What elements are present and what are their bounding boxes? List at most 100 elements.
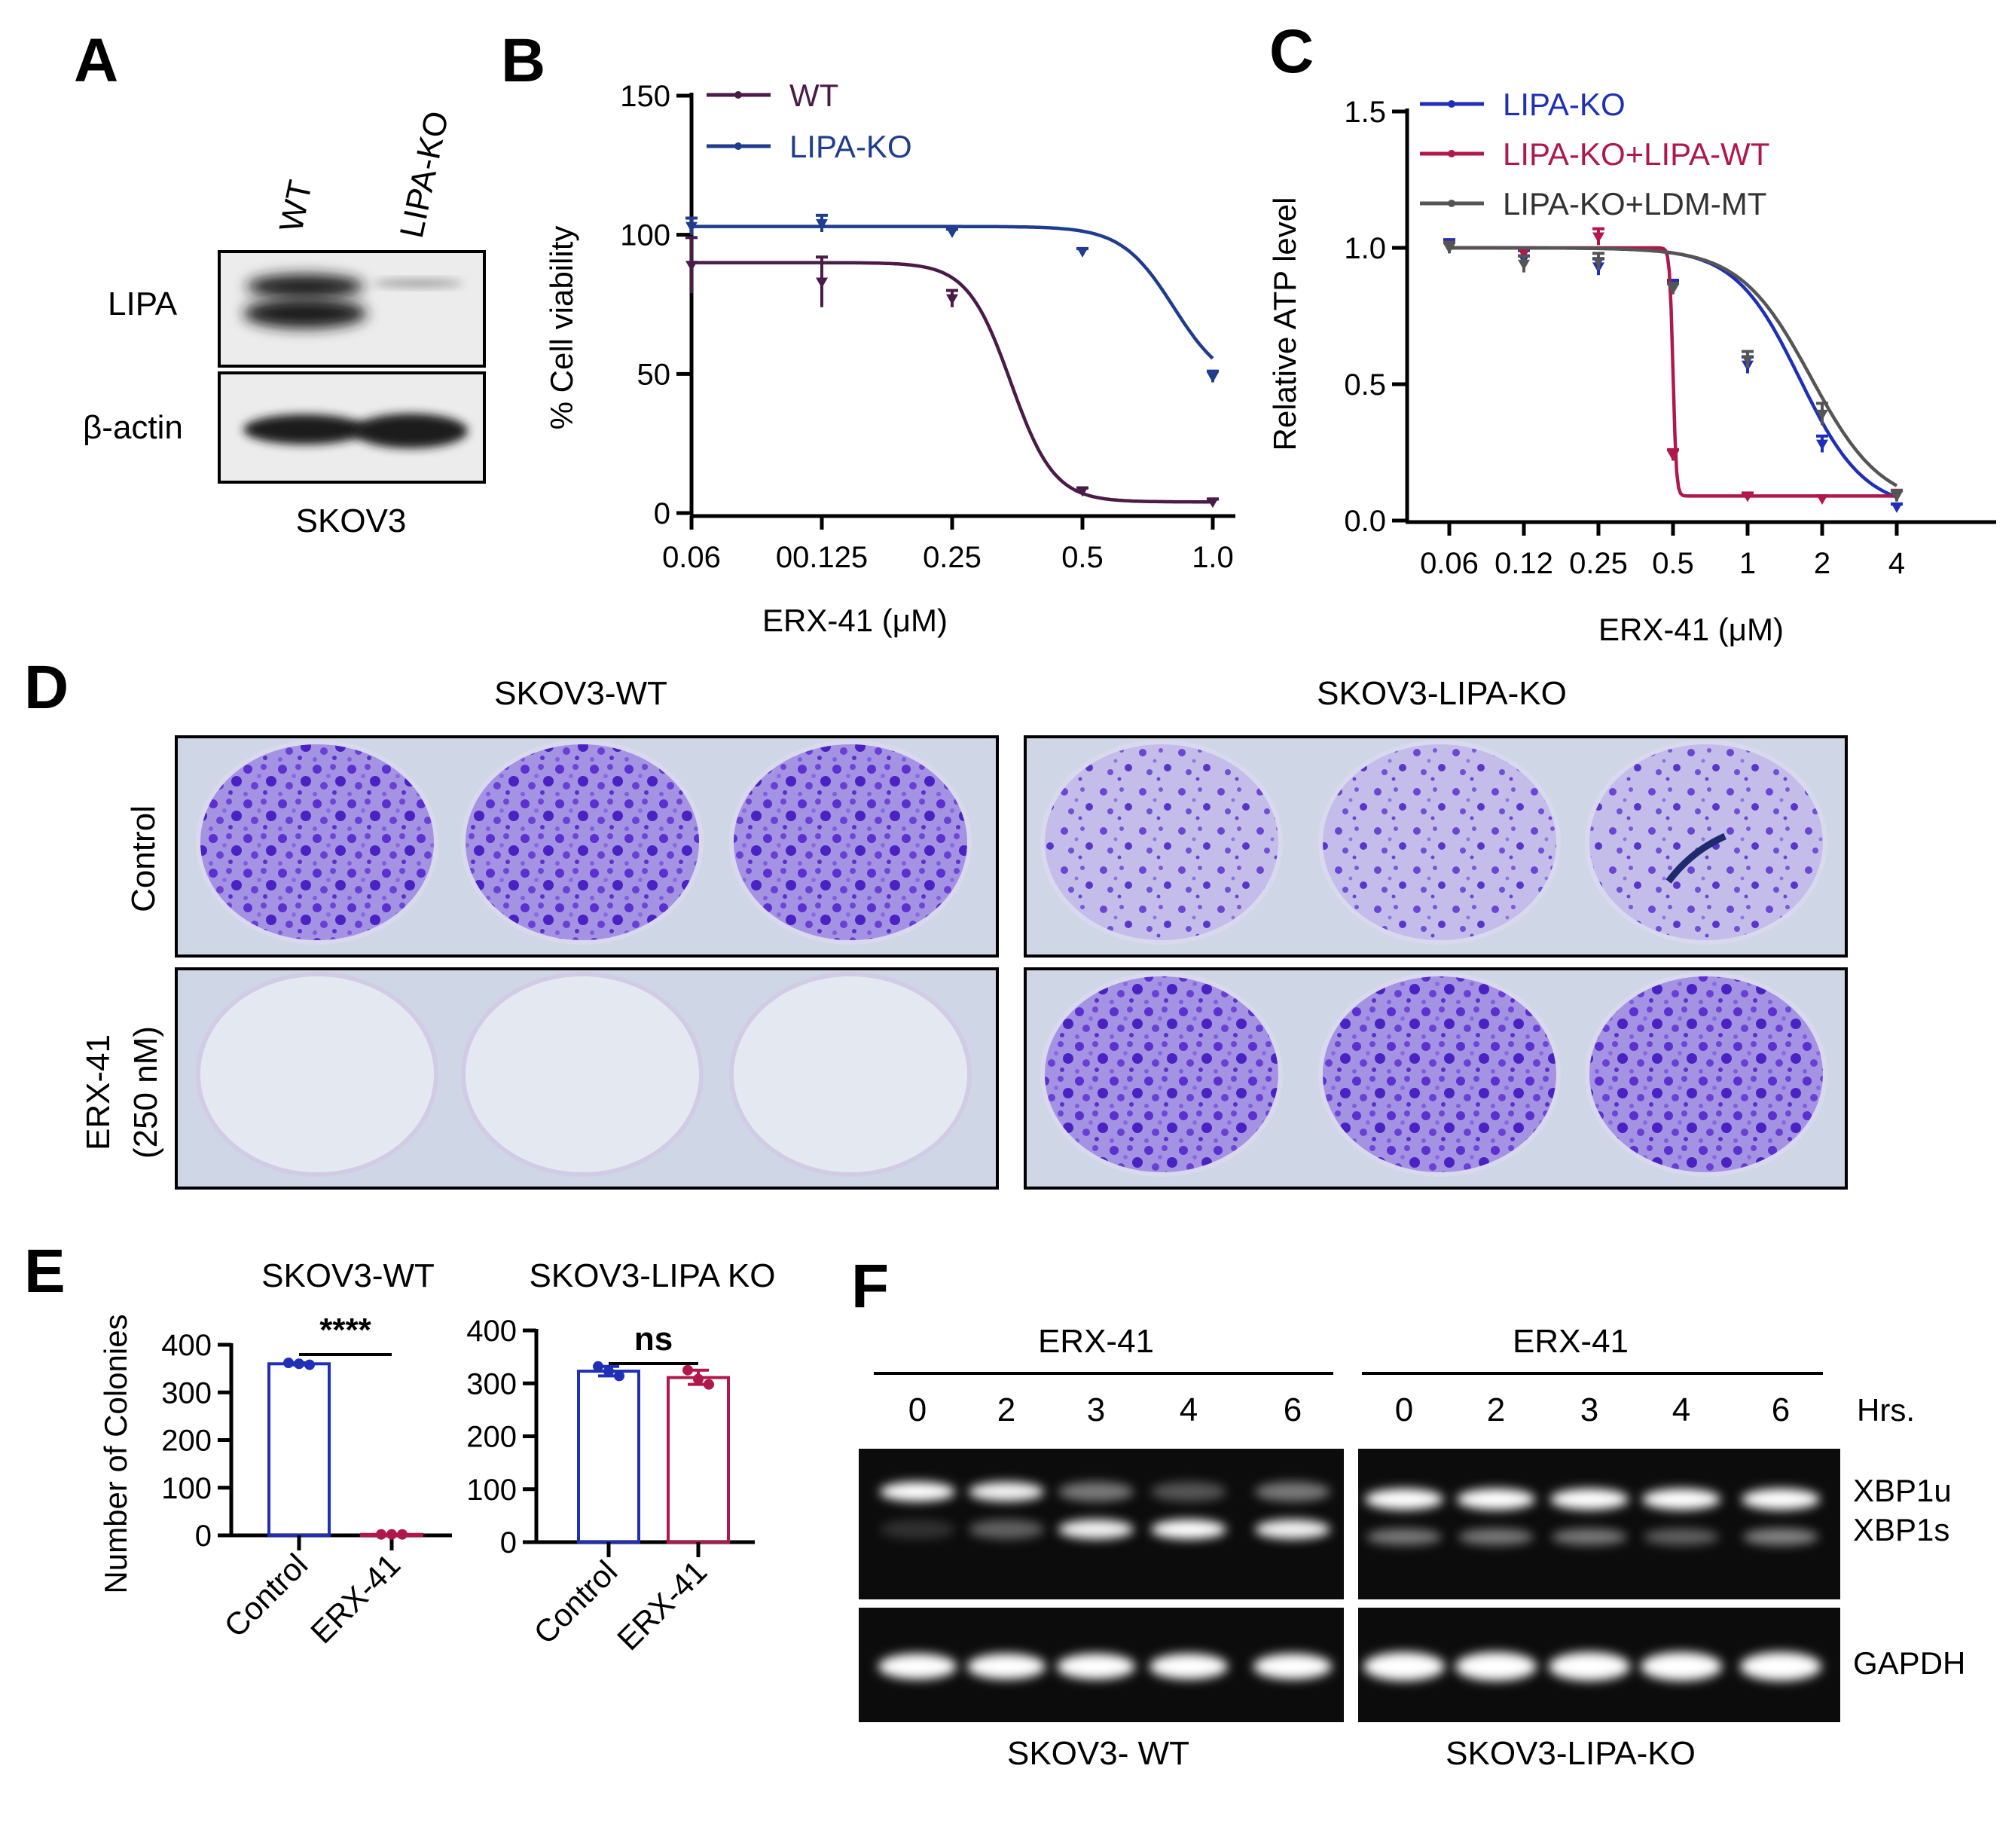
chart-E1-data-point xyxy=(304,1359,315,1370)
chart-E2-data-point xyxy=(614,1370,624,1382)
chart-B-x-tick-label: 00.125 xyxy=(776,541,868,574)
gel-band xyxy=(1365,1489,1443,1510)
chart-C-data-point xyxy=(1667,284,1679,295)
chart-C-x-tick-label: 0.06 xyxy=(1420,547,1479,580)
chart-E1-data-point xyxy=(376,1529,386,1540)
gel-band xyxy=(1458,1529,1534,1545)
chart-C-x-tick-label: 4 xyxy=(1888,547,1905,580)
well-ko-erx41-1 xyxy=(1040,972,1283,1177)
chart-C-data-point xyxy=(1816,494,1828,506)
chart-e-y-axis-title: Number of Colonies xyxy=(98,1314,133,1593)
chart-C-series-line xyxy=(1449,246,1898,487)
chart-E1-data-point xyxy=(397,1529,408,1540)
chart-E1-data-point xyxy=(386,1529,397,1540)
chart-C-data-point xyxy=(1891,502,1903,513)
well-wt-erx41-3 xyxy=(729,972,972,1177)
gel-band xyxy=(878,1654,957,1679)
gel-band xyxy=(880,1520,955,1539)
chart-C-data-point xyxy=(1891,491,1903,502)
plate-row-label-control: Control xyxy=(125,805,162,912)
chart-B-data-point xyxy=(1076,486,1088,497)
well-scratch-mark xyxy=(1665,832,1726,884)
chart-B-data-point xyxy=(816,277,828,289)
chart-C-x-tick-label: 2 xyxy=(1814,547,1830,580)
gel-band xyxy=(1255,1520,1330,1539)
gel-band xyxy=(1549,1652,1630,1681)
gel-time-label: 0 xyxy=(1395,1391,1413,1428)
chart-b-y-axis-title: % Cell viability xyxy=(544,226,579,430)
actin-band-ko xyxy=(353,414,468,448)
panel-e-left: E SKOV3-WT Number of Colonies 0 100 200 300… xyxy=(24,1237,452,1650)
chart-E2-y-tick-label: 300 xyxy=(466,1367,517,1401)
chart-E2-x-tick-label: Control xyxy=(527,1553,624,1651)
chart-e1-title: SKOV3-WT xyxy=(261,1257,435,1294)
gel-band-label-xbp1u: XBP1u xyxy=(1853,1473,1952,1508)
gel-band xyxy=(1151,1520,1226,1539)
well-ko-control-2 xyxy=(1318,740,1561,945)
gel-time-label: 3 xyxy=(1087,1391,1105,1428)
gel-time-label: 4 xyxy=(1672,1391,1690,1428)
chart-B-data-point xyxy=(1207,372,1219,383)
well-ko-control-1 xyxy=(1040,740,1283,945)
gel-band xyxy=(1743,1529,1818,1545)
chart-E2-significance-label: ns xyxy=(634,1321,673,1358)
gel-time-label: 2 xyxy=(997,1391,1015,1428)
chart-C-legend-label: LIPA-KO+LIPA-WT xyxy=(1503,136,1769,172)
gel-band xyxy=(1255,1482,1330,1501)
chart-B-data-point xyxy=(685,221,698,233)
chart-B-data-point xyxy=(1207,497,1219,509)
chart-E1-significance-label: **** xyxy=(319,1312,371,1349)
chart-C-y-tick-label: 1.5 xyxy=(1344,96,1386,129)
chart-E2-bar xyxy=(667,1376,730,1544)
gel-band-label-gapdh: GAPDH xyxy=(1853,1645,1965,1681)
lane-label-lipa-ko: LIPA-KO xyxy=(393,108,456,241)
chart-E2-y-tick-label: 200 xyxy=(466,1421,517,1454)
gel-band xyxy=(1457,1489,1535,1510)
lipa-band-wt-upper xyxy=(246,274,364,298)
blot-cell-line-label: SKOV3 xyxy=(296,502,407,539)
chart-B-y-tick-label: 100 xyxy=(620,219,670,252)
chart-B-x-tick-label: 0.25 xyxy=(923,541,982,574)
chart-C-x-tick-label: 0.25 xyxy=(1569,547,1628,580)
chart-B-data-point xyxy=(946,294,958,305)
chart-C-legend-marker xyxy=(1448,150,1455,157)
panel-d: D SKOV3-WT SKOV3-LIPA-KO Control ERX-41 … xyxy=(24,653,1848,1190)
gel-band xyxy=(1641,1652,1722,1681)
gel-band xyxy=(1552,1529,1627,1545)
chart-C-data-point xyxy=(1742,491,1754,502)
gel-hours-label: Hrs. xyxy=(1857,1392,1915,1428)
gel-band xyxy=(1366,1529,1442,1545)
chart-C-data-point xyxy=(1443,243,1455,254)
chart-C-data-point xyxy=(1518,259,1530,270)
plate-row-label-erx41: ERX-41 xyxy=(80,1034,117,1150)
chart-B-data-point xyxy=(816,218,828,230)
gel-band xyxy=(1644,1529,1719,1545)
gel-band xyxy=(1740,1652,1821,1681)
chart-C-legend-marker xyxy=(1448,200,1455,207)
chart-E1-data-point xyxy=(283,1358,294,1369)
well-wt-control-1 xyxy=(196,740,438,945)
gel-band xyxy=(1151,1482,1226,1501)
gel-band xyxy=(1149,1654,1228,1679)
chart-E2-data-point xyxy=(603,1366,614,1377)
gel-band xyxy=(1058,1482,1134,1501)
gel-time-label: 0 xyxy=(908,1391,927,1428)
chart-E2-y-tick-label: 100 xyxy=(466,1474,517,1507)
panel-b: B % Cell viability ERX-41 (μM) 0 50 100 150… xyxy=(501,26,1235,638)
well-wt-erx41-1 xyxy=(196,972,438,1177)
chart-b-x-axis-title: ERX-41 (μM) xyxy=(762,603,948,638)
gel-band xyxy=(1253,1654,1332,1679)
chart-E1-y-tick-label: 300 xyxy=(161,1376,212,1410)
chart-C-data-point xyxy=(1518,249,1530,260)
chart-B-y-tick-label: 50 xyxy=(637,358,671,391)
plate-column-title-ko: SKOV3-LIPA-KO xyxy=(1317,675,1567,712)
chart-B-y-tick-label: 150 xyxy=(620,80,670,113)
chart-E1-y-tick-label: 0 xyxy=(195,1520,212,1553)
chart-B-data-point xyxy=(946,227,958,238)
plate-column-title-wt: SKOV3-WT xyxy=(494,675,667,712)
lane-label-wt: WT xyxy=(273,177,319,235)
lipa-band-wt-lower xyxy=(243,298,367,328)
gel-band xyxy=(1058,1520,1134,1539)
blot-row-label-lipa: LIPA xyxy=(108,286,178,322)
chart-C-data-point xyxy=(1667,451,1679,462)
